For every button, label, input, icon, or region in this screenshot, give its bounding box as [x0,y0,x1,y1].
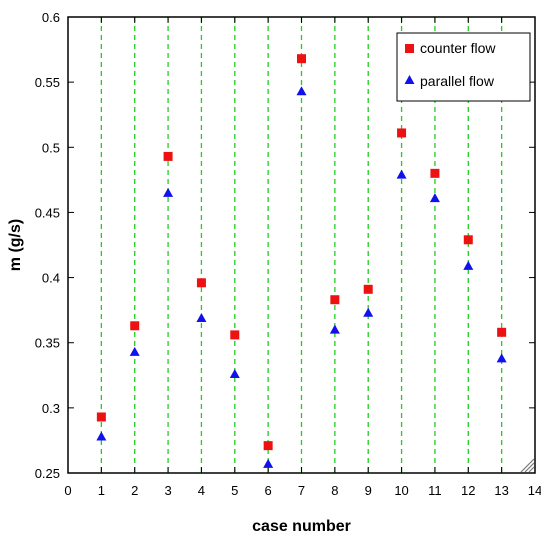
data-point-counter-flow [330,295,340,305]
x-tick-label: 9 [365,483,372,498]
y-tick-label: 0.25 [35,466,60,481]
legend-marker-counter-flow [405,44,414,53]
x-tick-label: 12 [461,483,475,498]
data-point-counter-flow [163,151,173,161]
x-tick-label: 7 [298,483,305,498]
y-tick-label: 0.3 [42,401,60,416]
data-point-counter-flow [430,168,440,178]
data-point-parallel-flow [196,312,207,322]
x-tick-label: 6 [265,483,272,498]
y-tick-label: 0.35 [35,336,60,351]
resize-grip-icon[interactable] [520,458,535,473]
legend-marker-parallel-flow [404,75,415,84]
data-point-parallel-flow [96,431,107,441]
data-point-parallel-flow [463,260,474,270]
data-point-parallel-flow [496,353,507,363]
legend-box [396,32,531,102]
y-tick-label: 0.5 [42,140,60,155]
axis-ticks [67,16,536,474]
data-point-counter-flow [463,235,473,245]
x-tick-label: 0 [64,483,71,498]
legend-label-parallel-flow: parallel flow [420,73,495,89]
data-point-parallel-flow [263,458,274,468]
data-point-counter-flow [363,284,373,294]
x-tick-label: 1 [98,483,105,498]
x-tick-label: 2 [131,483,138,498]
data-point-counter-flow [497,327,507,337]
legend-label-counter-flow: counter flow [420,40,496,56]
x-tick-label: 11 [428,483,442,498]
data-point-parallel-flow [363,307,374,317]
x-tick-label: 8 [331,483,338,498]
data-point-counter-flow [263,441,273,451]
y-axis-title: m (g/s) [7,219,24,271]
x-tick-label: 13 [494,483,508,498]
data-point-counter-flow [96,412,106,422]
y-tick-label: 0.55 [35,75,60,90]
resize-grip-line [528,466,535,473]
data-point-parallel-flow [163,187,174,197]
y-axis-tick-labels: 0.25 0.3 0.35 0.4 0.45 0.5 0.55 0.6 [35,10,60,481]
resize-grip-line [520,458,535,473]
data-point-counter-flow [130,321,140,331]
x-axis-title: case number [252,518,351,535]
data-point-parallel-flow [429,193,440,203]
data-point-parallel-flow [129,346,140,356]
data-point-counter-flow [297,54,306,64]
data-points [96,54,507,468]
x-tick-label: 3 [164,483,171,498]
data-point-counter-flow [196,278,206,288]
data-point-parallel-flow [296,86,307,96]
data-point-parallel-flow [229,368,240,378]
data-point-counter-flow [230,330,240,340]
y-tick-label: 0.45 [35,205,60,220]
data-point-counter-flow [397,128,407,138]
data-point-parallel-flow [329,324,340,334]
x-tick-label: 4 [198,483,205,498]
data-point-parallel-flow [396,169,407,179]
legend: counter flow parallel flow [396,32,531,102]
x-tick-label: 14 [528,483,541,498]
resize-grip-line [524,462,535,473]
x-axis-tick-labels: 0 1 2 3 4 5 6 7 8 9 10 11 12 13 14 [64,483,541,498]
x-tick-label: 5 [231,483,238,498]
y-tick-label: 0.4 [42,271,60,286]
y-tick-label: 0.6 [42,10,60,25]
x-tick-label: 10 [394,483,408,498]
